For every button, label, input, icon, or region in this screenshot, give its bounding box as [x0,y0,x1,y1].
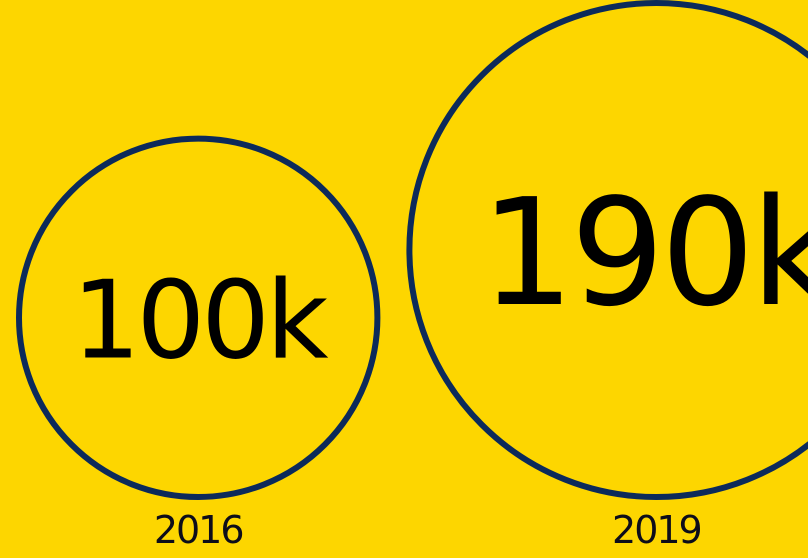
bubble-label-2016: 2016 [154,508,243,552]
bubble-circle-2016 [16,135,381,500]
bubble-circle-2019 [406,0,808,500]
bubble-value-2016: 100k [72,258,329,383]
bubble-2019: 190k 2019 [406,0,808,552]
bubble-label-2019: 2019 [612,508,701,552]
bubble-value-2019: 190k [480,167,808,339]
bubble-2016: 100k 2016 [16,135,381,552]
